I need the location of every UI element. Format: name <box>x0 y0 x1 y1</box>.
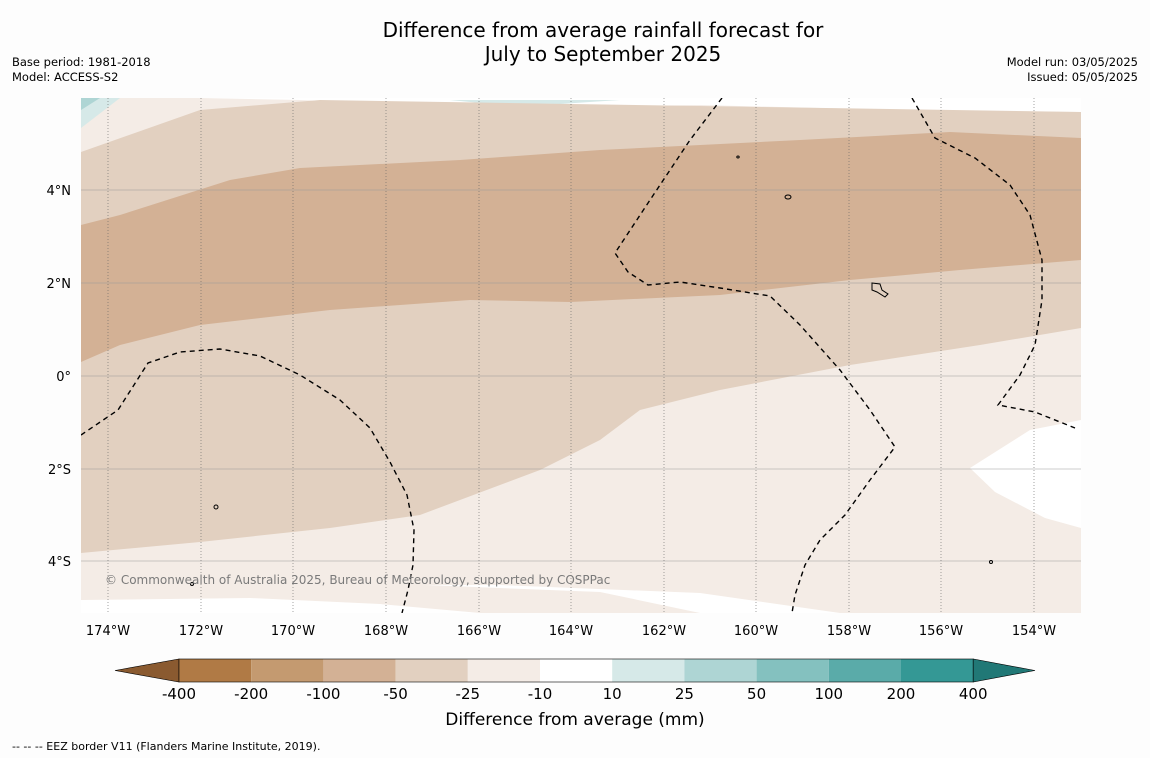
eez-border-east <box>911 98 1076 429</box>
model-run: Model run: 03/05/2025 <box>1006 55 1138 69</box>
colorbar-tick-label: -25 <box>456 685 481 703</box>
lon-label: 174°W <box>86 624 130 639</box>
lon-label: 166°W <box>457 624 501 639</box>
colorbar-tick-label: 400 <box>959 685 988 703</box>
eez-border-west <box>81 348 415 613</box>
gridlines <box>81 98 1081 613</box>
lat-labels: 4°N 2°N 0° 2°S 4°S <box>47 184 72 570</box>
lat-label: 4°S <box>48 555 71 570</box>
lon-label: 158°W <box>827 624 871 639</box>
band-pos10-25-topleft <box>81 98 120 128</box>
title-line-2: July to September 2025 <box>484 42 722 66</box>
colorbar-segment <box>467 659 540 682</box>
colorbar-segment <box>251 659 324 682</box>
colorbar-segment <box>684 659 757 682</box>
band-neutral-right <box>970 420 1081 528</box>
band-neg100-neg50 <box>81 132 1081 362</box>
colorbar-extend-low <box>114 658 180 683</box>
lon-label: 168°W <box>364 624 408 639</box>
colorbar-segment <box>901 659 974 682</box>
colorbar-tick-label: 10 <box>603 685 622 703</box>
lon-label: 160°W <box>734 624 778 639</box>
eez-borders <box>81 98 1076 613</box>
band-neg25-neg10-bottom <box>81 578 700 613</box>
colorbar-segment <box>323 659 396 682</box>
meta-right: Model run: 03/05/2025 Issued: 05/05/2025 <box>1007 55 1138 85</box>
colorbar-tick-label: -50 <box>383 685 408 703</box>
copyright-text: © Commonwealth of Australia 2025, Bureau… <box>105 573 610 587</box>
colorbar-segment <box>828 659 901 682</box>
colorbar-tick-label: -10 <box>528 685 553 703</box>
island-outline <box>213 504 219 510</box>
island-outline <box>736 155 740 159</box>
colorbar-tick-label: 25 <box>675 685 694 703</box>
band-pos25-50-topleft <box>81 98 100 110</box>
lon-label: 162°W <box>642 624 686 639</box>
colorbar-segment <box>756 659 829 682</box>
lon-label: 172°W <box>179 624 223 639</box>
colorbar-tick-label: 50 <box>747 685 766 703</box>
colorbar-tick-label: -400 <box>162 685 196 703</box>
colorbar-segment <box>540 659 613 682</box>
colorbar-tick-label: 200 <box>887 685 916 703</box>
colorbar-tick-label: 100 <box>814 685 843 703</box>
lon-label: 156°W <box>919 624 963 639</box>
colorbar-segment <box>179 659 252 682</box>
model-name: Model: ACCESS-S2 <box>12 70 119 84</box>
lon-label: 154°W <box>1012 624 1056 639</box>
colorbar-tick-label: -100 <box>306 685 340 703</box>
island-outline <box>989 560 993 564</box>
lon-label: 170°W <box>271 624 315 639</box>
island-outline <box>190 582 194 586</box>
footnote: -- -- -- EEZ border V11 (Flanders Marine… <box>12 740 321 753</box>
base-period: Base period: 1981-2018 <box>12 55 151 69</box>
eez-border-central <box>614 98 896 613</box>
lon-label: 164°W <box>549 624 593 639</box>
colorbar-segment <box>395 659 468 682</box>
lat-label: 4°N <box>47 184 72 199</box>
colorbar-label: Difference from average (mm) <box>445 710 705 730</box>
map-title: Difference from average rainfall forecas… <box>0 18 1150 66</box>
title-line-1: Difference from average rainfall forecas… <box>382 18 824 42</box>
meta-left: Base period: 1981-2018 Model: ACCESS-S2 <box>12 55 151 85</box>
island-outline <box>871 282 889 298</box>
colorbar-segment <box>612 659 685 682</box>
island-outline <box>784 194 792 200</box>
lat-label: 2°N <box>47 277 72 292</box>
lat-label: 2°S <box>48 463 71 478</box>
issued-date: Issued: 05/05/2025 <box>1027 70 1138 84</box>
colorbar: -400 -200 -100 -50 -25 -10 10 25 50 100 200 400 <box>114 658 1036 703</box>
colorbar-tick-label: -200 <box>234 685 268 703</box>
map-area <box>81 98 1081 613</box>
lat-label: 0° <box>56 370 71 385</box>
colorbar-outline <box>178 658 974 683</box>
islands <box>190 155 993 586</box>
colorbar-extend-high <box>972 658 1036 683</box>
lon-labels: 174°W 172°W 170°W 168°W 166°W 164°W 162°… <box>86 624 1056 639</box>
